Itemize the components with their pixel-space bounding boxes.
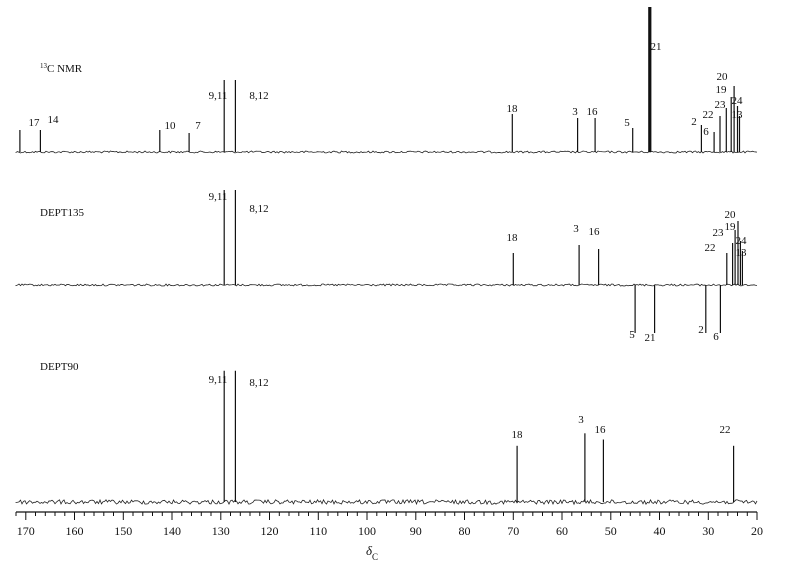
peak-label-3-9-11: 9,11 [209,374,228,386]
tick-label-90: 90 [410,524,422,538]
peak-label-2-9-11: 9,11 [209,191,228,203]
peak-label-2-6: 6 [713,331,719,343]
tick-label-170: 170 [17,524,35,538]
peak-label-1-16: 16 [587,106,599,118]
peak-label-2-2: 2 [698,324,704,336]
spectrum-name-2: DEPT135 [40,207,85,219]
peak-label-1-13: 13 [732,109,744,121]
tick-label-140: 140 [163,524,181,538]
tick-label-80: 80 [459,524,471,538]
peak-label-1-23: 23 [715,99,727,111]
tick-label-100: 100 [358,524,376,538]
tick-label-70: 70 [507,524,519,538]
peak-label-1-8-12: 8,12 [249,90,268,102]
peak-label-1-6: 6 [703,126,709,138]
peak-label-2-20: 20 [725,209,737,221]
peak-label-2-16: 16 [589,226,601,238]
tick-label-50: 50 [605,524,617,538]
baseline-1 [15,150,758,154]
panel-labels-layer: 13C NMR DEPT135 DEPT90 [40,62,85,373]
spectrum-name-3: DEPT90 [40,361,79,373]
peak-label-2-8-12: 8,12 [249,203,268,215]
peak-label-3-18: 18 [512,429,524,441]
peak-label-2-3: 3 [573,223,579,235]
peak-label-1-19: 19 [716,84,728,96]
peak-label-1-2: 2 [691,116,697,128]
peak-label-2-24: 24 [736,235,748,247]
spectrum-name-1: 13C NMR [40,62,83,75]
tick-label-160: 160 [66,524,84,538]
peak-label-1-10: 10 [165,120,177,132]
peak-label-2-19: 19 [725,221,737,233]
peak-label-1-17: 17 [29,117,41,129]
peak-label-1-21: 21 [651,41,662,53]
peak-label-2-23: 23 [713,227,725,239]
tick-label-120: 120 [261,524,279,538]
peak-label-2-5: 5 [629,329,635,341]
peak-label-1-20: 20 [717,71,729,83]
x-axis: 170 160 150 140 130 120 110 100 90 80 70 60 50 40 30 20 [15,511,763,538]
peak-label-1-9-11: 9,11 [209,90,228,102]
tick-label-60: 60 [556,524,568,538]
peak-label-3-8-12: 8,12 [249,377,268,389]
tick-label-110: 110 [310,524,328,538]
x-axis-title: δC [366,543,378,562]
peak-label-2-18: 18 [507,232,519,244]
peak-label-1-24: 24 [732,95,744,107]
peak-label-2-21: 21 [645,332,656,344]
tick-label-20: 20 [751,524,763,538]
peak-label-3-16: 16 [595,424,607,436]
peak-label-1-22: 22 [703,109,714,121]
baseline-2 [15,283,758,287]
peak-label-2-13: 13 [736,247,748,259]
peak-label-1-3: 3 [572,106,578,118]
tick-label-150: 150 [114,524,132,538]
peak-label-1-7: 7 [195,120,201,132]
peak-label-3-3: 3 [578,414,584,426]
tick-label-130: 130 [212,524,230,538]
peak-label-1-14: 14 [48,114,60,126]
peak-label-1-5: 5 [624,117,630,129]
tick-label-40: 40 [654,524,666,538]
baseline-3 [15,498,758,506]
tick-label-30: 30 [702,524,714,538]
peak-label-2-22: 22 [705,242,716,254]
peak-label-1-18: 18 [507,103,519,115]
peak-label-3-22: 22 [720,424,731,436]
spectra-layer [15,7,758,506]
